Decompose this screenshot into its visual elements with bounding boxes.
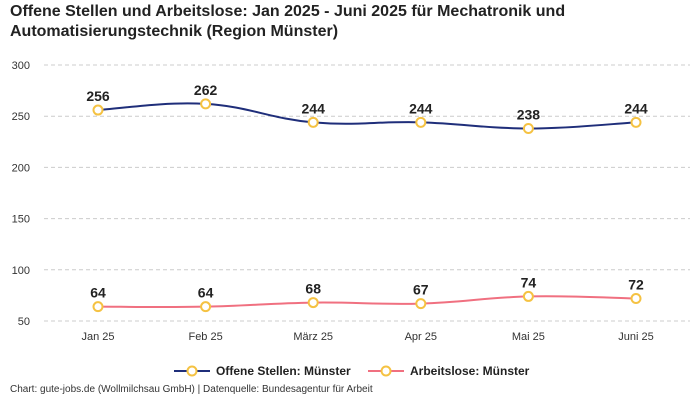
data-label: 74 [521, 274, 537, 290]
series-line-1 [97, 295, 637, 309]
legend-label: Offene Stellen: Münster [216, 364, 351, 378]
data-label: 64 [198, 285, 214, 301]
data-point[interactable] [200, 301, 212, 313]
legend-item-0[interactable]: Offene Stellen: Münster [174, 364, 351, 378]
data-point[interactable] [415, 298, 427, 310]
data-label: 244 [624, 100, 648, 116]
data-labels: 256 262 244 244 238 244 64 64 68 67 74 72 [86, 82, 648, 301]
legend-swatch-marker [186, 365, 198, 377]
data-point[interactable] [630, 116, 642, 128]
x-tick-label: Jan 25 [81, 331, 114, 343]
data-point[interactable] [522, 122, 534, 134]
grid-lines [44, 64, 690, 322]
data-point[interactable] [415, 116, 427, 128]
y-tick-label: 50 [18, 316, 30, 328]
legend[interactable]: Offene Stellen: Münster Arbeitslose: Müns… [174, 364, 530, 378]
legend-label: Arbeitslose: Münster [410, 364, 530, 378]
x-tick-label: Feb 25 [188, 331, 222, 343]
data-label: 256 [86, 88, 110, 104]
y-tick-label: 100 [12, 265, 30, 277]
x-tick-label: Mai 25 [512, 331, 545, 343]
data-label: 64 [90, 285, 106, 301]
y-tick-label: 300 [12, 60, 30, 72]
x-tick-label: März 25 [293, 331, 333, 343]
data-point[interactable] [522, 290, 534, 302]
x-axis-ticks: Jan 25 Feb 25 März 25 Apr 25 Mai 25 Juni 25 [81, 331, 653, 343]
data-label: 67 [413, 282, 429, 298]
series-line-0 [97, 102, 637, 130]
y-axis-ticks: 50 100 150 200 250 300 [12, 60, 30, 328]
data-point[interactable] [307, 116, 319, 128]
data-point[interactable] [200, 98, 212, 110]
y-tick-label: 250 [12, 111, 30, 123]
data-label: 244 [409, 100, 433, 116]
data-point[interactable] [92, 104, 104, 116]
data-point[interactable] [630, 292, 642, 304]
data-point[interactable] [92, 301, 104, 313]
data-label: 238 [517, 106, 541, 122]
data-point[interactable] [307, 297, 319, 309]
y-tick-label: 200 [12, 162, 30, 174]
source-note: Chart: gute-jobs.de (Wollmilchsau GmbH) … [10, 384, 373, 395]
series-lines [92, 98, 642, 313]
data-label: 68 [305, 281, 321, 297]
legend-item-1[interactable]: Arbeitslose: Münster [368, 364, 530, 378]
data-label: 244 [302, 100, 326, 116]
y-tick-label: 150 [12, 214, 30, 226]
x-tick-label: Apr 25 [405, 331, 437, 343]
data-label: 72 [628, 276, 644, 292]
chart-title: Offene Stellen und Arbeitslose: Jan 2025… [10, 3, 566, 40]
x-tick-label: Juni 25 [618, 331, 653, 343]
legend-swatch-marker [380, 365, 392, 377]
data-label: 262 [194, 82, 218, 98]
